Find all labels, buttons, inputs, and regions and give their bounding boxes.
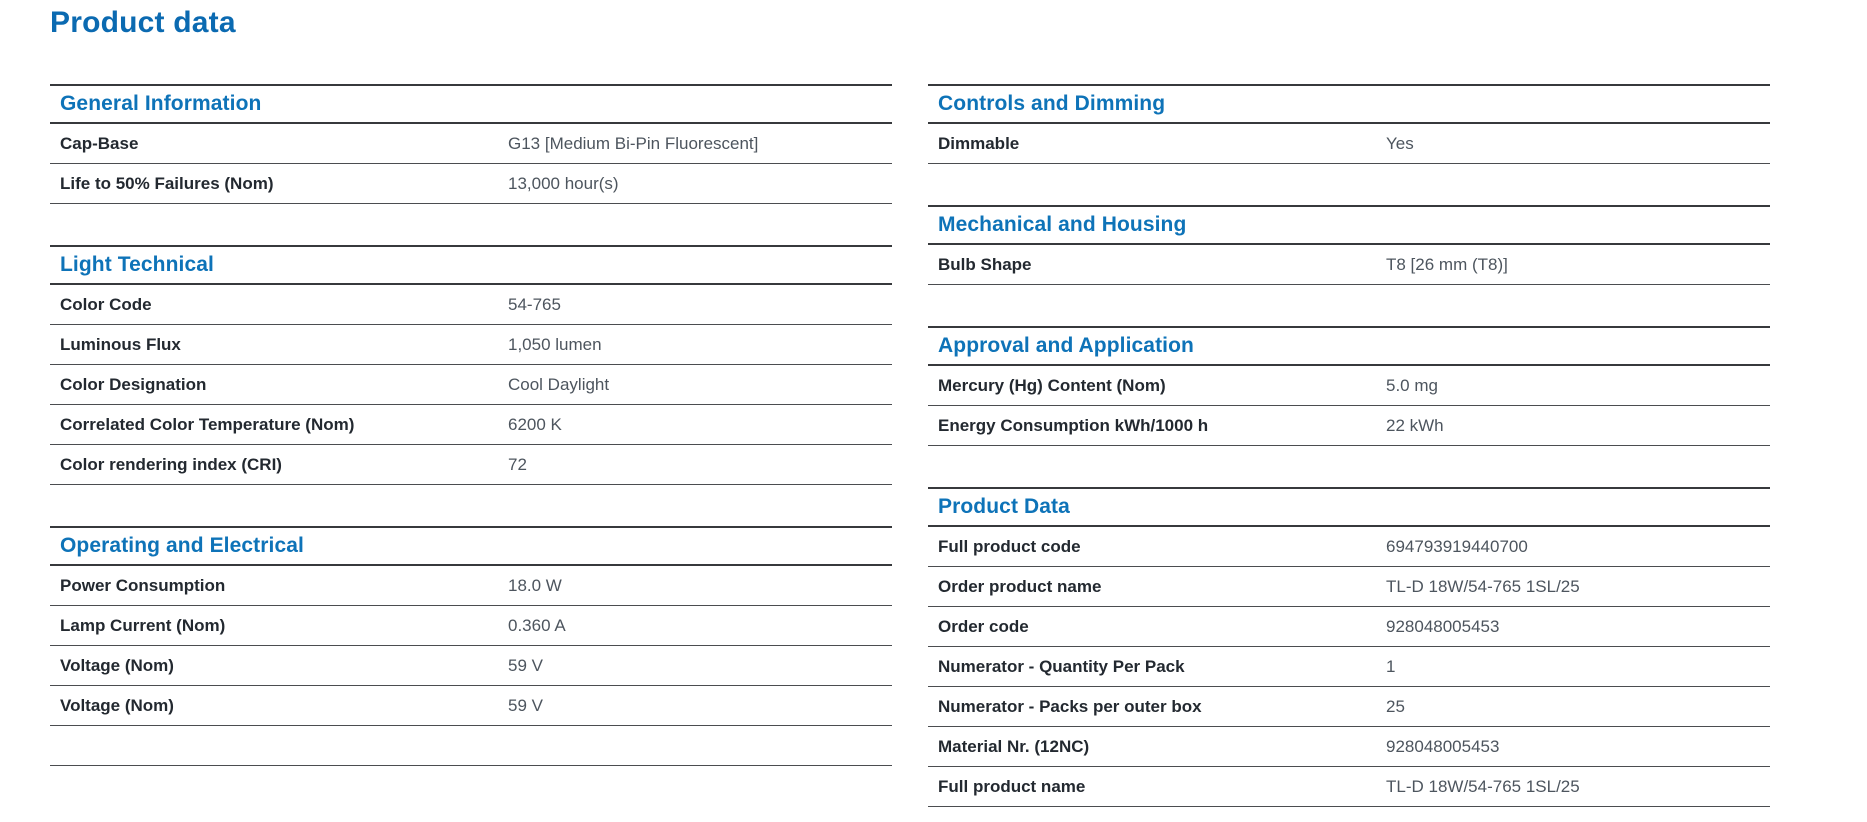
row-label: Numerator - Quantity Per Pack <box>938 656 1185 676</box>
table-row: Order product name TL-D 18W/54-765 1SL/25 <box>928 567 1770 607</box>
table-row: Numerator - Quantity Per Pack 1 <box>928 647 1770 687</box>
row-label: Life to 50% Failures (Nom) <box>60 173 274 193</box>
table-row: Luminous Flux 1,050 lumen <box>50 325 892 365</box>
table-row: Mercury (Hg) Content (Nom) 5.0 mg <box>928 366 1770 406</box>
section: Operating and Electrical Power Consumptio… <box>50 526 892 766</box>
row-label: Color rendering index (CRI) <box>60 454 282 474</box>
row-value: 18.0 W <box>508 575 562 595</box>
page-title: Product data <box>50 6 236 39</box>
table-row: Material Nr. (12NC) 928048005453 <box>928 727 1770 767</box>
section: Approval and Application Mercury (Hg) Con… <box>928 326 1770 446</box>
section-heading: Mechanical and Housing <box>928 205 1770 245</box>
row-label: Luminous Flux <box>60 334 181 354</box>
row-label: Full product name <box>938 776 1086 796</box>
table-row: Numerator - Packs per outer box 25 <box>928 687 1770 727</box>
row-value: Yes <box>1386 133 1414 153</box>
section: Light Technical Color Code 54-765 Luminous … <box>50 245 892 485</box>
row-value: TL-D 18W/54-765 1SL/25 <box>1386 576 1580 596</box>
data-table-column-right: Controls and Dimming Dimmable Yes Mechanica… <box>928 84 1770 807</box>
row-label: Color Designation <box>60 374 207 394</box>
section: General Information Cap-Base G13 [Medium B… <box>50 84 892 204</box>
table-row: Life to 50% Failures (Nom) 13,000 hour(s) <box>50 164 892 204</box>
table-row: Order code 928048005453 <box>928 607 1770 647</box>
row-label: Cap-Base <box>60 133 139 153</box>
row-value: 1 <box>1386 656 1396 676</box>
row-value: 22 kWh <box>1386 415 1444 435</box>
row-value: 13,000 hour(s) <box>508 173 619 193</box>
row-label: Correlated Color Temperature (Nom) <box>60 414 355 434</box>
section-heading: General Information <box>50 84 892 124</box>
row-label: Order product name <box>938 576 1102 596</box>
table-row <box>50 726 892 766</box>
section-heading: Controls and Dimming <box>928 84 1770 124</box>
table-row: Cap-Base G13 [Medium Bi-Pin Fluorescent] <box>50 124 892 164</box>
row-label: Material Nr. (12NC) <box>938 736 1090 756</box>
table-row: Dimmable Yes <box>928 124 1770 164</box>
table-row: Lamp Current (Nom) 0.360 A <box>50 606 892 646</box>
section-heading: Product Data <box>928 487 1770 527</box>
row-label: Energy Consumption kWh/1000 h <box>938 415 1209 435</box>
section-heading: Operating and Electrical <box>50 526 892 566</box>
row-value: G13 [Medium Bi-Pin Fluorescent] <box>508 133 759 153</box>
row-value: 1,050 lumen <box>508 334 602 354</box>
table-row: Color rendering index (CRI) 72 <box>50 445 892 485</box>
table-row: Correlated Color Temperature (Nom) 6200 K <box>50 405 892 445</box>
row-label: Color Code <box>60 294 152 314</box>
table-row: Bulb Shape T8 [26 mm (T8)] <box>928 245 1770 285</box>
table-row: Voltage (Nom) 59 V <box>50 686 892 726</box>
row-label: Full product code <box>938 536 1081 556</box>
row-value: 928048005453 <box>1386 616 1500 636</box>
table-row: Voltage (Nom) 59 V <box>50 646 892 686</box>
row-label: Bulb Shape <box>938 254 1032 274</box>
row-value: 0.360 A <box>508 615 566 635</box>
section-heading: Approval and Application <box>928 326 1770 366</box>
row-value: 25 <box>1386 696 1405 716</box>
data-table-column-left: General Information Cap-Base G13 [Medium B… <box>50 84 892 766</box>
row-value: TL-D 18W/54-765 1SL/25 <box>1386 776 1580 796</box>
row-value: 928048005453 <box>1386 736 1500 756</box>
table-row: Full product code 694793919440700 <box>928 527 1770 567</box>
row-label: Mercury (Hg) Content (Nom) <box>938 375 1166 395</box>
row-value: Cool Daylight <box>508 374 610 394</box>
row-label: Voltage (Nom) <box>60 655 174 675</box>
section: Mechanical and Housing Bulb Shape T8 [26 m… <box>928 205 1770 285</box>
row-value: 59 V <box>508 655 543 675</box>
row-value: 5.0 mg <box>1386 375 1438 395</box>
row-label: Numerator - Packs per outer box <box>938 696 1202 716</box>
table-row: Power Consumption 18.0 W <box>50 566 892 606</box>
row-value: 72 <box>508 454 527 474</box>
table-row: Color Code 54-765 <box>50 285 892 325</box>
section-heading: Light Technical <box>50 245 892 285</box>
table-row: Energy Consumption kWh/1000 h 22 kWh <box>928 406 1770 446</box>
table-row: Full product name TL-D 18W/54-765 1SL/25 <box>928 767 1770 807</box>
row-label: Dimmable <box>938 133 1020 153</box>
row-label: Voltage (Nom) <box>60 695 174 715</box>
row-label: Lamp Current (Nom) <box>60 615 226 635</box>
section: Controls and Dimming Dimmable Yes <box>928 84 1770 164</box>
section: Product Data Full product code 69479391944… <box>928 487 1770 807</box>
row-value: 6200 K <box>508 414 562 434</box>
row-value: 54-765 <box>508 294 561 314</box>
row-value: 694793919440700 <box>1386 536 1528 556</box>
row-label: Order code <box>938 616 1029 636</box>
row-value: 59 V <box>508 695 543 715</box>
row-value: T8 [26 mm (T8)] <box>1386 254 1508 274</box>
table-row: Color Designation Cool Daylight <box>50 365 892 405</box>
row-label: Power Consumption <box>60 575 226 595</box>
